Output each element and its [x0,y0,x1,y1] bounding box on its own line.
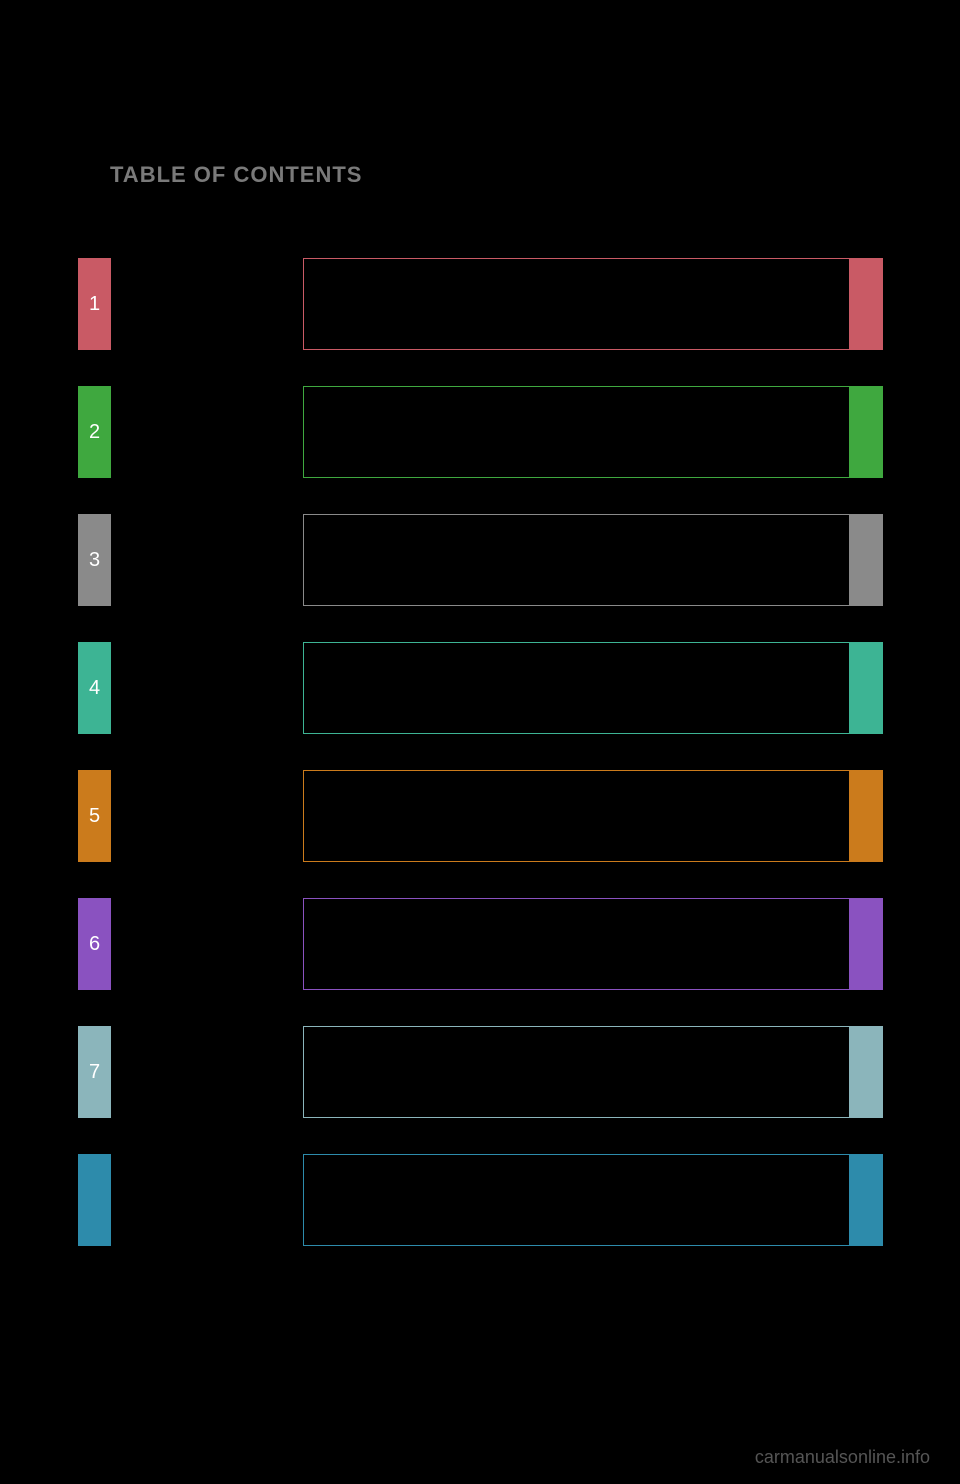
toc-row: 2 [78,386,883,478]
toc-container: 1 2 3 4 5 6 7 [78,258,883,1282]
toc-row: 1 [78,258,883,350]
number-tab: 3 [78,514,111,606]
end-tab [850,514,883,606]
end-tab [850,770,883,862]
gap-spacer [111,386,303,478]
content-box [303,770,850,862]
number-tab: 1 [78,258,111,350]
number-tab: 2 [78,386,111,478]
number-tab: 5 [78,770,111,862]
end-tab [850,386,883,478]
gap-spacer [111,1026,303,1118]
toc-row: 5 [78,770,883,862]
toc-row: 7 [78,1026,883,1118]
gap-spacer [111,898,303,990]
end-tab [850,642,883,734]
number-tab [78,1154,111,1246]
gap-spacer [111,514,303,606]
content-box [303,1026,850,1118]
number-tab: 4 [78,642,111,734]
toc-row: 6 [78,898,883,990]
number-tab: 6 [78,898,111,990]
page-title: TABLE OF CONTENTS [110,162,362,188]
content-box [303,258,850,350]
end-tab [850,1154,883,1246]
content-box [303,1154,850,1246]
end-tab [850,258,883,350]
gap-spacer [111,770,303,862]
gap-spacer [111,642,303,734]
toc-row [78,1154,883,1246]
number-tab: 7 [78,1026,111,1118]
toc-row: 4 [78,642,883,734]
content-box [303,642,850,734]
watermark: carmanualsonline.info [755,1447,930,1468]
end-tab [850,898,883,990]
content-box [303,514,850,606]
content-box [303,386,850,478]
toc-row: 3 [78,514,883,606]
gap-spacer [111,1154,303,1246]
end-tab [850,1026,883,1118]
content-box [303,898,850,990]
gap-spacer [111,258,303,350]
